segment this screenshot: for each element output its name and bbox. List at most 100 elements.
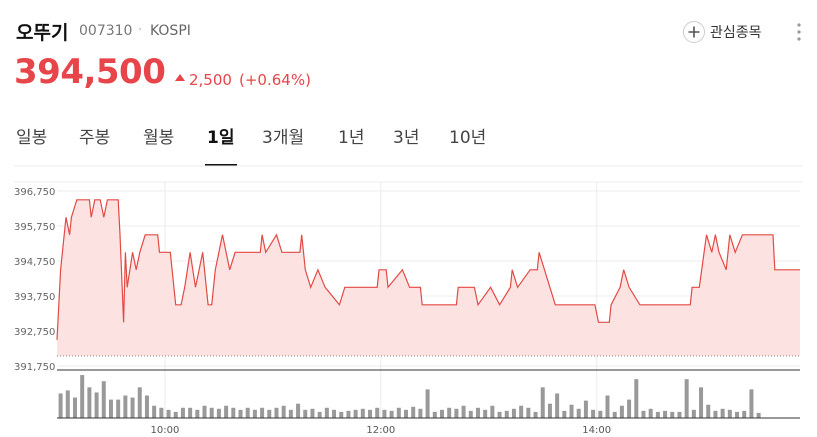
volume-bar [195, 409, 200, 418]
volume-bar [288, 409, 293, 418]
volume-bar [418, 408, 423, 418]
volume-bar [526, 407, 531, 418]
volume-bar [209, 407, 214, 418]
volume-bar [655, 411, 660, 418]
volume-bar [555, 393, 560, 418]
volume-bar [627, 399, 632, 418]
volume-bar [569, 404, 574, 418]
x-tick-label: 10:00 [151, 425, 180, 436]
volume-bar [691, 409, 696, 418]
volume-bar [432, 411, 437, 418]
volume-bar [504, 410, 509, 418]
volume-bar [173, 411, 178, 418]
volume-bar [540, 387, 545, 418]
volume-bar [80, 375, 85, 418]
volume-bar [166, 409, 171, 418]
volume-bar [439, 409, 444, 418]
volume-bar [101, 381, 106, 418]
volume-bar [216, 408, 221, 418]
volume-bar [591, 409, 596, 418]
stock-code: 007310 [79, 23, 133, 39]
volume-bar [533, 411, 538, 418]
period-tab[interactable]: 주봉 [79, 128, 111, 148]
volume-bar [511, 408, 516, 418]
volume-bar [411, 406, 416, 418]
volume-bar [727, 409, 732, 418]
volume-bar [641, 410, 646, 418]
volume-bar [123, 395, 128, 418]
volume-bar [756, 412, 761, 418]
volume-bar [65, 390, 70, 418]
period-tab[interactable]: 1년 [338, 128, 365, 148]
volume-bar [296, 403, 301, 418]
volume-bar [749, 389, 754, 418]
separator: · [138, 22, 143, 38]
volume-bar [116, 399, 121, 418]
volume-bar [72, 397, 77, 418]
volume-bar [483, 409, 488, 418]
volume-bar [468, 410, 473, 418]
volume-bar [58, 393, 63, 418]
volume-bar [547, 403, 552, 418]
period-tab[interactable]: 3년 [393, 128, 420, 148]
period-tab[interactable]: 일봉 [16, 128, 48, 148]
volume-bar [497, 411, 502, 418]
volume-bar [360, 408, 365, 418]
volume-bar [368, 409, 373, 418]
volume-bar [324, 407, 329, 418]
volume-bar [663, 410, 668, 418]
period-tab[interactable]: 3개월 [262, 128, 305, 148]
volume-bar [332, 409, 337, 418]
watch-icon[interactable] [682, 20, 706, 44]
period-tab[interactable]: 1일 [207, 128, 235, 148]
price: 394,500 [14, 52, 166, 92]
volume-bar [144, 395, 149, 418]
volume-bar [267, 409, 272, 418]
market: KOSPI [150, 23, 191, 39]
volume-bar [684, 379, 689, 418]
volume-bar [152, 405, 157, 418]
volume-bar [231, 407, 236, 418]
volume-bar [339, 411, 344, 418]
volume-bar [634, 379, 639, 418]
volume-bar [252, 409, 257, 418]
volume-bar [519, 405, 524, 418]
y-tick-label: 395,750 [14, 222, 55, 233]
volume-bar [670, 411, 675, 418]
volume-bar [677, 411, 682, 418]
volume-bar [576, 408, 581, 418]
volume-bar [648, 408, 653, 418]
volume-bar [130, 397, 135, 418]
volume-bar [202, 405, 207, 418]
volume-bar [87, 387, 92, 418]
watch-button[interactable]: 관심종목 [710, 25, 762, 41]
y-tick-label: 396,750 [14, 187, 55, 198]
y-tick-label: 391,750 [14, 362, 55, 373]
volume-bar [713, 410, 718, 418]
stock-name: 오뚜기 [16, 22, 69, 44]
volume-bar [425, 389, 430, 418]
volume-bar [562, 410, 567, 418]
volume-bar [605, 395, 610, 418]
volume-bar [310, 408, 315, 418]
price-area [57, 199, 800, 356]
more-menu[interactable] [796, 22, 802, 42]
volume-bar [404, 409, 409, 418]
volume-bar [699, 387, 704, 418]
volume-bar [159, 407, 164, 418]
tab-underline [205, 164, 237, 166]
period-tab[interactable]: 10년 [449, 128, 487, 148]
period-tab[interactable]: 월봉 [143, 128, 175, 148]
volume-bar [188, 407, 193, 418]
up-arrow [175, 74, 185, 81]
volume-bar [353, 409, 358, 418]
volume-bar [245, 407, 250, 418]
volume-bar [180, 407, 185, 418]
volume-bar [461, 405, 466, 418]
x-tick-label: 14:00 [582, 425, 611, 436]
volume-bar [303, 409, 308, 418]
volume-bar [612, 411, 617, 418]
volume-bar [108, 399, 113, 418]
price-line [56, 199, 800, 340]
